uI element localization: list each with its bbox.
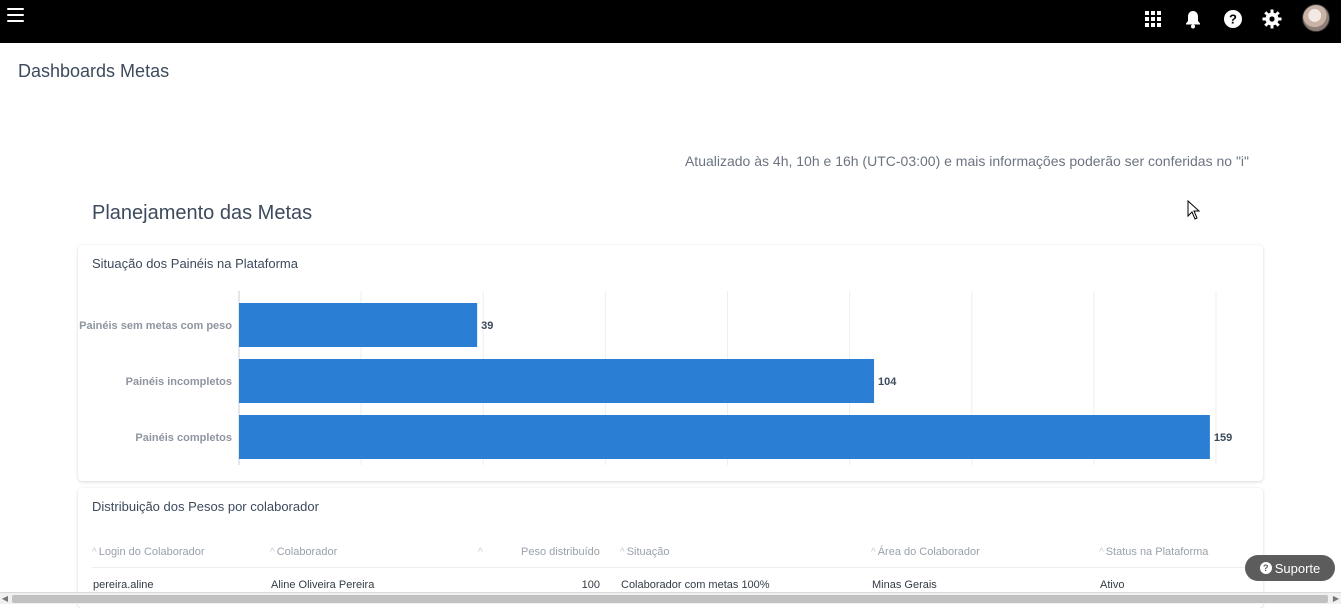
chart-bar xyxy=(239,415,1210,459)
weights-card-title: Distribuição dos Pesos por colaborador xyxy=(92,499,319,514)
sort-icon: ^ xyxy=(92,547,97,558)
header-divider xyxy=(92,567,1249,568)
chart-bar xyxy=(239,303,478,347)
cell-peso: 100 xyxy=(581,579,600,591)
panels-status-card: Situação dos Painéis na Plataforma Painé… xyxy=(78,245,1263,481)
update-schedule-notice: Atualizado às 4h, 10h e 16h (UTC-03:00) … xyxy=(684,153,1249,169)
cell-situacao: Colaborador com metas 100% xyxy=(621,579,770,591)
chart-data-label: 39 xyxy=(481,320,493,332)
scrollbar-thumb[interactable] xyxy=(12,595,1328,603)
column-header-peso[interactable]: Peso distribuído xyxy=(521,546,600,558)
weights-distribution-card: Distribuição dos Pesos por colaborador ^… xyxy=(78,488,1263,608)
user-avatar[interactable] xyxy=(1302,4,1330,32)
cell-colaborador: Aline Oliveira Pereira xyxy=(271,579,375,591)
column-header-status[interactable]: ^ Status na Plataforma xyxy=(1099,546,1209,558)
scroll-left-icon[interactable]: ◀ xyxy=(1,594,9,603)
horizontal-scrollbar[interactable]: ◀ ▶ xyxy=(0,592,1341,604)
bell-icon[interactable] xyxy=(1183,9,1203,29)
chart-data-label: 159 xyxy=(1214,432,1232,444)
panels-status-card-title: Situação dos Painéis na Plataforma xyxy=(92,256,298,271)
sort-icon: ^ xyxy=(478,547,483,558)
chart-category-label: Painéis sem metas com peso xyxy=(79,320,232,332)
sort-icon: ^ xyxy=(871,547,876,558)
cell-area: Minas Gerais xyxy=(872,579,937,591)
scroll-right-icon[interactable]: ▶ xyxy=(1332,594,1340,603)
column-header-situacao[interactable]: ^ Situação xyxy=(620,546,670,558)
column-header-unlabeled[interactable]: ^ xyxy=(478,546,485,558)
sort-icon: ^ xyxy=(1099,547,1104,558)
cell-status: Ativo xyxy=(1100,579,1125,591)
chart-data-label: 104 xyxy=(878,376,897,388)
sort-icon: ^ xyxy=(620,547,625,558)
svg-text:?: ? xyxy=(1229,12,1237,27)
top-navigation-bar: ? xyxy=(0,0,1341,43)
column-header-area[interactable]: ^ Área do Colaborador xyxy=(871,546,980,558)
panels-status-bar-chart: Painéis sem metas com peso 39 Painéis inco… xyxy=(79,291,1232,465)
page-title: Dashboards Metas xyxy=(18,61,170,81)
support-button[interactable]: ? Suporte xyxy=(1245,555,1335,581)
sort-icon: ^ xyxy=(270,547,275,558)
help-circle-icon: ? xyxy=(1259,562,1272,574)
chart-category-label: Painéis incompletos xyxy=(126,376,232,388)
mouse-cursor-icon xyxy=(1187,200,1201,220)
chart-bar xyxy=(239,359,875,403)
cell-login: pereira.aline xyxy=(93,579,154,591)
section-title: Planejamento das Metas xyxy=(92,202,313,224)
menu-icon[interactable] xyxy=(7,8,24,22)
column-header-colaborador[interactable]: ^ Colaborador xyxy=(270,546,338,558)
column-header-login[interactable]: ^ Login do Colaborador xyxy=(92,546,205,558)
help-icon[interactable]: ? xyxy=(1223,9,1243,29)
chart-category-label: Painéis completos xyxy=(135,432,232,444)
gear-icon[interactable] xyxy=(1262,9,1282,29)
apps-grid-icon[interactable] xyxy=(1143,9,1163,29)
